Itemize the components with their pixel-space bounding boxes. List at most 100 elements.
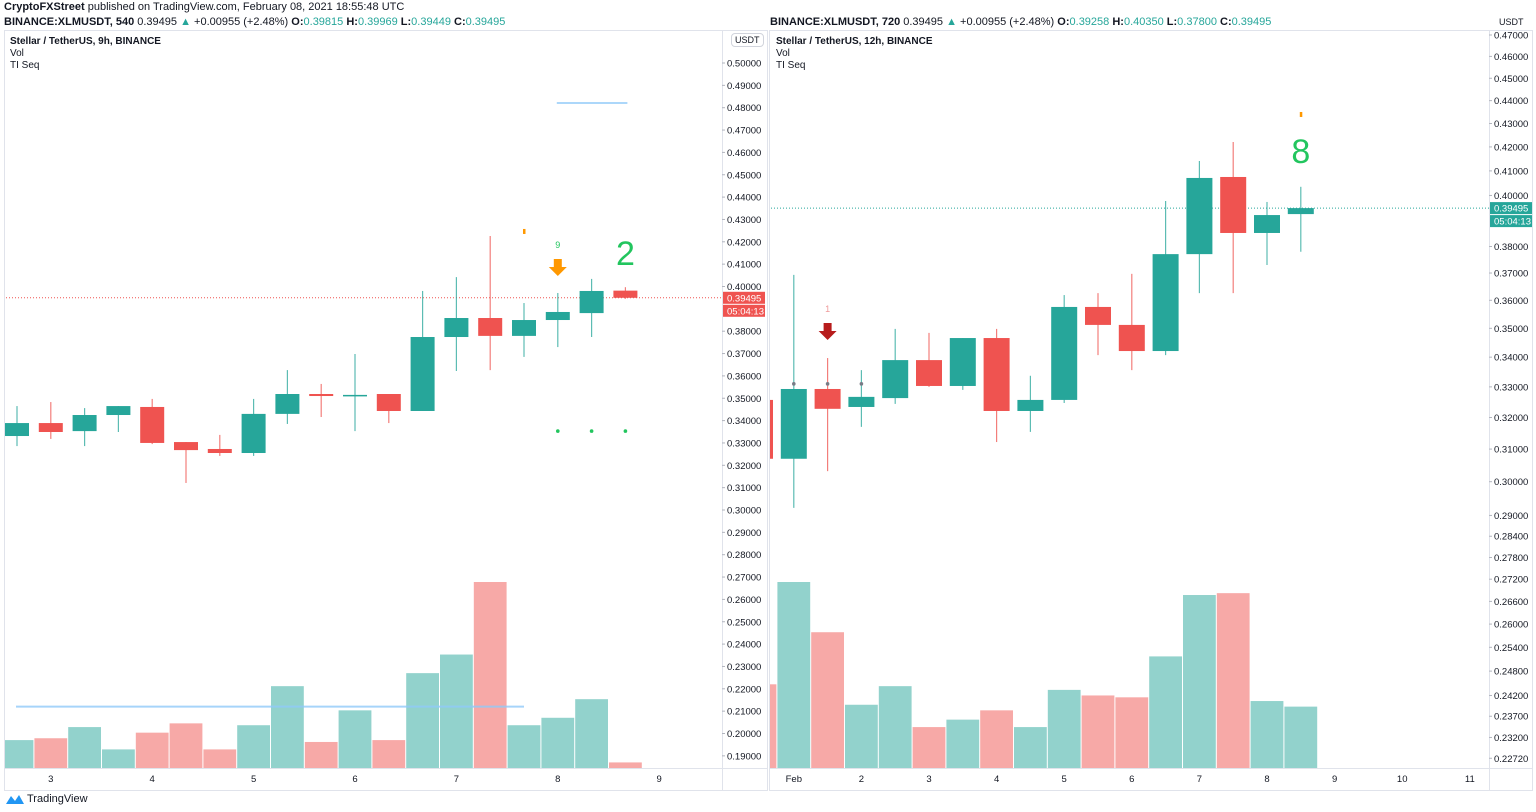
time-tick-label: 9 bbox=[657, 774, 662, 785]
time-tick-label: 10 bbox=[1397, 774, 1408, 785]
ti-seq-dot bbox=[556, 429, 560, 433]
price-tick-label: 0.31000 bbox=[727, 483, 761, 494]
price-tick-label: 0.19000 bbox=[727, 751, 761, 762]
price-tick-label: 0.34000 bbox=[727, 416, 761, 427]
ti-seq-marker bbox=[1299, 111, 1303, 117]
candle-body bbox=[444, 318, 469, 338]
price-tick-label: 0.24000 bbox=[727, 640, 761, 651]
volume-bar bbox=[304, 741, 338, 768]
price-tick-label: 0.21000 bbox=[727, 707, 761, 718]
volume-bar bbox=[575, 699, 608, 768]
candle-body bbox=[1287, 208, 1314, 215]
volume-bar bbox=[770, 684, 777, 768]
volume-bar bbox=[845, 704, 878, 768]
volume-bar bbox=[1115, 697, 1149, 768]
volume-bar bbox=[811, 632, 844, 768]
time-tick-label: 7 bbox=[1197, 774, 1202, 785]
price-tag-box bbox=[1490, 202, 1532, 215]
price-tick-label: 0.24200 bbox=[1494, 691, 1528, 702]
candle-body bbox=[882, 360, 909, 399]
right-last-price: 0.39495 bbox=[903, 16, 944, 28]
ti-seq-dot bbox=[825, 382, 830, 386]
volume-bar bbox=[878, 686, 912, 768]
volume-bar bbox=[406, 673, 439, 768]
time-tick-label: 4 bbox=[994, 774, 999, 785]
candle-body bbox=[106, 406, 131, 416]
price-tick-label: 0.45000 bbox=[727, 170, 761, 181]
time-tick-label: 3 bbox=[926, 774, 931, 785]
publisher-name: CryptoFXStreet bbox=[4, 1, 85, 13]
price-tick-label: 0.23200 bbox=[1494, 733, 1528, 744]
candle-body bbox=[241, 413, 266, 454]
volume-bar bbox=[1014, 727, 1047, 768]
up-triangle-icon: ▲ bbox=[946, 16, 957, 28]
price-tick-label: 0.38000 bbox=[1494, 242, 1528, 253]
price-tick-label: 0.26000 bbox=[727, 595, 761, 606]
candle-body bbox=[545, 311, 570, 321]
right-o-label: O: bbox=[1057, 16, 1070, 28]
right-low: 0.37800 bbox=[1177, 16, 1217, 28]
price-tick-label: 0.22000 bbox=[727, 684, 761, 695]
candle-body bbox=[478, 318, 503, 336]
time-tick-label: 9 bbox=[1332, 774, 1337, 785]
candle-body bbox=[1118, 324, 1145, 352]
time-tick-label: 11 bbox=[1465, 774, 1475, 785]
left-vol-label[interactable]: Vol bbox=[10, 48, 24, 59]
price-tag-label: 0.39495 bbox=[1494, 204, 1528, 215]
volume-bar bbox=[1149, 656, 1182, 768]
right-symbol: BINANCE:XLMUSDT, 720 bbox=[770, 16, 901, 28]
candle-body bbox=[848, 396, 875, 407]
price-tick-label: 0.49000 bbox=[727, 81, 761, 92]
ti-seq-count: 9 bbox=[555, 240, 560, 250]
candle-body bbox=[1220, 176, 1247, 233]
price-tick-label: 0.36000 bbox=[727, 371, 761, 382]
volume-bar bbox=[912, 727, 946, 768]
volume-bar bbox=[372, 740, 406, 768]
left-price-axis[interactable]: 0.50000 0.49000 0.48000 0.47000 0.46000 0.450… bbox=[48, 59, 765, 786]
right-ti-seq-label[interactable]: TI Seq bbox=[776, 60, 806, 71]
right-plot-area[interactable]: 18 bbox=[0, 111, 1536, 768]
price-tick-label: 0.34000 bbox=[1494, 353, 1528, 364]
tradingview-logo-icon bbox=[6, 795, 24, 804]
volume-bar bbox=[440, 654, 473, 768]
price-tick-label: 0.40000 bbox=[1494, 191, 1528, 202]
volume-bar bbox=[609, 762, 642, 768]
price-tick-label: 0.33000 bbox=[1494, 382, 1528, 393]
candle-body bbox=[275, 394, 300, 414]
price-tick-label: 0.44000 bbox=[727, 193, 761, 204]
left-high: 0.39969 bbox=[357, 16, 398, 28]
candle-body bbox=[207, 448, 232, 454]
countdown-box bbox=[723, 304, 765, 317]
volume-bar bbox=[338, 710, 372, 768]
price-tick-label: 0.22720 bbox=[1494, 754, 1528, 765]
price-tick-label: 0.26600 bbox=[1494, 597, 1528, 608]
candle-body bbox=[949, 338, 976, 386]
left-currency-badge[interactable]: USDT bbox=[731, 33, 764, 47]
volume-bar bbox=[1047, 689, 1081, 768]
up-triangle-icon: ▲ bbox=[180, 16, 191, 28]
ti-seq-dot bbox=[623, 429, 628, 433]
publish-info: CryptoFXStreet published on TradingView.… bbox=[4, 0, 404, 14]
right-legend: Stellar / TetherUS, 12h, BINANCE Vol TI … bbox=[776, 36, 933, 72]
volume-bar bbox=[1284, 706, 1318, 768]
price-tick-label: 0.31000 bbox=[1494, 445, 1528, 456]
price-tag-label: 0.39495 bbox=[727, 293, 761, 304]
right-currency-label[interactable]: USDT bbox=[1499, 17, 1524, 27]
price-tick-label: 0.44000 bbox=[1494, 96, 1528, 107]
left-change: +0.00955 (+2.48%) bbox=[194, 16, 289, 28]
right-open: 0.39258 bbox=[1069, 16, 1110, 28]
price-tick-label: 0.29000 bbox=[1494, 511, 1528, 522]
left-symbol: BINANCE:XLMUSDT, 540 bbox=[4, 16, 135, 28]
right-price-axis[interactable]: 0.47000 0.46000 0.45000 0.44000 0.43000 0.420… bbox=[786, 31, 1532, 786]
volume-bar bbox=[1250, 701, 1284, 768]
left-ti-seq-label[interactable]: TI Seq bbox=[10, 60, 40, 71]
time-tick-label: Feb bbox=[786, 774, 802, 785]
price-tick-label: 0.29000 bbox=[727, 528, 761, 539]
candle-body bbox=[343, 394, 367, 397]
time-tick-label: 2 bbox=[859, 774, 864, 785]
right-vol-label[interactable]: Vol bbox=[776, 48, 790, 59]
left-l-label: L: bbox=[400, 16, 412, 28]
right-panel-frame bbox=[769, 30, 1533, 791]
